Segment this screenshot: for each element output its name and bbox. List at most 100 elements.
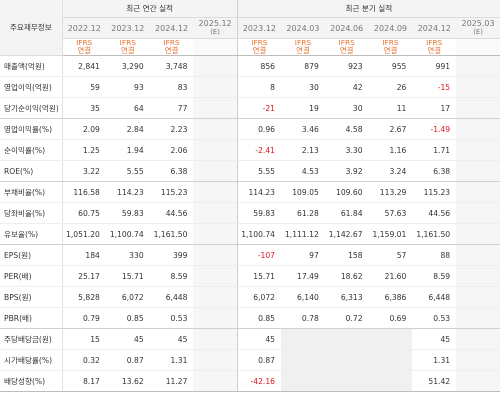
row-label: EPS(원) xyxy=(0,244,63,266)
annual-value-cell xyxy=(193,139,238,161)
annual-value-cell xyxy=(193,181,238,203)
annual-value-cell: 6,448 xyxy=(149,286,194,308)
quarterly-value-cell: 1,100.74 xyxy=(236,223,282,245)
annual-value-cell xyxy=(193,265,238,287)
accounting-standard-label xyxy=(456,38,500,56)
financial-summary-table: 주요재무정보 최근 연간 실적 최근 분기 실적 2022.12 2023.12 2… xyxy=(0,0,500,392)
quarterly-value-cell: 6,386 xyxy=(368,286,413,308)
quarterly-value-cell: -2.41 xyxy=(236,139,282,161)
annual-value-cell: 0.85 xyxy=(105,307,150,329)
row-label: BPS(원) xyxy=(0,286,63,308)
quarterly-value-cell: 2.67 xyxy=(368,118,413,140)
quarterly-value-cell xyxy=(368,349,413,371)
estimate-mark: (E) xyxy=(473,28,483,36)
quarterly-value-cell: 1,142.67 xyxy=(324,223,369,245)
row-label: 시가배당률(%) xyxy=(0,349,63,371)
quarterly-value-cell xyxy=(324,328,369,350)
quarterly-value-cell xyxy=(456,244,500,266)
annual-value-cell: 13.62 xyxy=(105,370,150,392)
label-column-header: 주요재무정보 xyxy=(0,0,63,56)
annual-value-cell: 6,072 xyxy=(105,286,150,308)
quarterly-value-cell: 4.58 xyxy=(324,118,369,140)
annual-value-cell: 1.94 xyxy=(105,139,150,161)
annual-value-cell xyxy=(193,349,238,371)
quarterly-value-cell: 21.60 xyxy=(368,265,413,287)
annual-period-header: 2025.12 (E) xyxy=(193,17,238,39)
quarterly-value-cell: 42 xyxy=(324,76,369,98)
quarterly-value-cell xyxy=(456,118,500,140)
table-row: 당기순이익(억원) 35 64 77 -21 19 30 11 17 xyxy=(0,97,500,119)
annual-value-cell: 0.53 xyxy=(149,307,194,329)
annual-value-cell xyxy=(193,244,238,266)
quarterly-value-cell: 59.83 xyxy=(236,202,282,224)
quarterly-results-header: 최근 분기 실적 xyxy=(236,0,500,18)
annual-value-cell: 44.56 xyxy=(149,202,194,224)
period-label: 2025.03 xyxy=(461,19,495,28)
table-row: 영업이익(억원) 59 93 83 8 30 42 26 -15 xyxy=(0,76,500,98)
quarterly-value-cell: 61.28 xyxy=(281,202,325,224)
annual-value-cell: 3.22 xyxy=(62,160,106,182)
quarterly-value-cell xyxy=(281,349,325,371)
quarterly-value-cell: 2.13 xyxy=(281,139,325,161)
annual-value-cell: 45 xyxy=(105,328,150,350)
quarterly-value-cell xyxy=(456,349,500,371)
quarterly-value-cell: 1.31 xyxy=(412,349,457,371)
quarterly-value-cell: 11 xyxy=(368,97,413,119)
quarterly-value-cell: 109.60 xyxy=(324,181,369,203)
row-label: 당기순이익(억원) xyxy=(0,97,63,119)
quarterly-value-cell xyxy=(456,76,500,98)
annual-value-cell: 0.32 xyxy=(62,349,106,371)
table-row: 시가배당률(%) 0.32 0.87 1.31 0.87 1.31 xyxy=(0,349,500,371)
period-label: 2025.12 xyxy=(198,19,232,28)
accounting-standard-label xyxy=(193,38,238,56)
annual-value-cell: 116.58 xyxy=(62,181,106,203)
table-row: EPS(원) 184 330 399 -107 97 158 57 88 xyxy=(0,244,500,266)
quarterly-value-cell: 0.53 xyxy=(412,307,457,329)
row-label: PER(배) xyxy=(0,265,63,287)
quarterly-value-cell: 3.46 xyxy=(281,118,325,140)
annual-value-cell: 93 xyxy=(105,76,150,98)
annual-value-cell xyxy=(193,286,238,308)
ifrs-text: IFRS xyxy=(294,38,312,47)
quarterly-value-cell: 0.87 xyxy=(236,349,282,371)
quarterly-value-cell: 15.71 xyxy=(236,265,282,287)
annual-value-cell xyxy=(193,307,238,329)
row-label: 매출액(억원) xyxy=(0,55,63,77)
quarterly-value-cell: 0.85 xyxy=(236,307,282,329)
annual-value-cell: 77 xyxy=(149,97,194,119)
ifrs-text: IFRS xyxy=(119,38,136,47)
annual-period-header: 2024.12 xyxy=(149,17,194,39)
row-label: 부채비율(%) xyxy=(0,181,63,203)
table-row: 당좌비율(%) 60.75 59.83 44.56 59.83 61.28 61.84 57.… xyxy=(0,202,500,224)
quarterly-value-cell: 3.24 xyxy=(368,160,413,182)
quarterly-value-cell: 1,111.12 xyxy=(281,223,325,245)
quarterly-value-cell: 1,159.01 xyxy=(368,223,413,245)
accounting-standard-label: IFRS 연결 xyxy=(368,38,413,56)
annual-value-cell: 1.25 xyxy=(62,139,106,161)
quarterly-value-cell: 57 xyxy=(368,244,413,266)
ifrs-text: IFRS xyxy=(251,38,268,47)
quarterly-value-cell: 0.69 xyxy=(368,307,413,329)
annual-value-cell: 399 xyxy=(149,244,194,266)
quarterly-value-cell xyxy=(456,370,500,392)
annual-value-cell: 1,100.74 xyxy=(105,223,150,245)
ifrs-text: IFRS xyxy=(163,38,180,47)
annual-results-header: 최근 연간 실적 xyxy=(62,0,238,18)
quarterly-value-cell: 6.38 xyxy=(412,160,457,182)
quarterly-value-cell: -107 xyxy=(236,244,282,266)
row-label: ROE(%) xyxy=(0,160,63,182)
quarterly-value-cell: 88 xyxy=(412,244,457,266)
quarterly-value-cell xyxy=(456,97,500,119)
quarterly-period-header: 2023.12 xyxy=(236,17,282,39)
quarterly-value-cell: 856 xyxy=(236,55,282,77)
accounting-standard-label: IFRS 연결 xyxy=(105,38,150,56)
ifrs-text: IFRS xyxy=(76,38,93,47)
quarterly-value-cell: 4.53 xyxy=(281,160,325,182)
annual-value-cell: 2,841 xyxy=(62,55,106,77)
quarterly-value-cell: 158 xyxy=(324,244,369,266)
quarterly-value-cell xyxy=(368,328,413,350)
ifrs-text: IFRS xyxy=(426,38,443,47)
quarterly-value-cell xyxy=(324,370,369,392)
consolidated-text: 연결 xyxy=(252,46,267,55)
annual-value-cell xyxy=(193,160,238,182)
